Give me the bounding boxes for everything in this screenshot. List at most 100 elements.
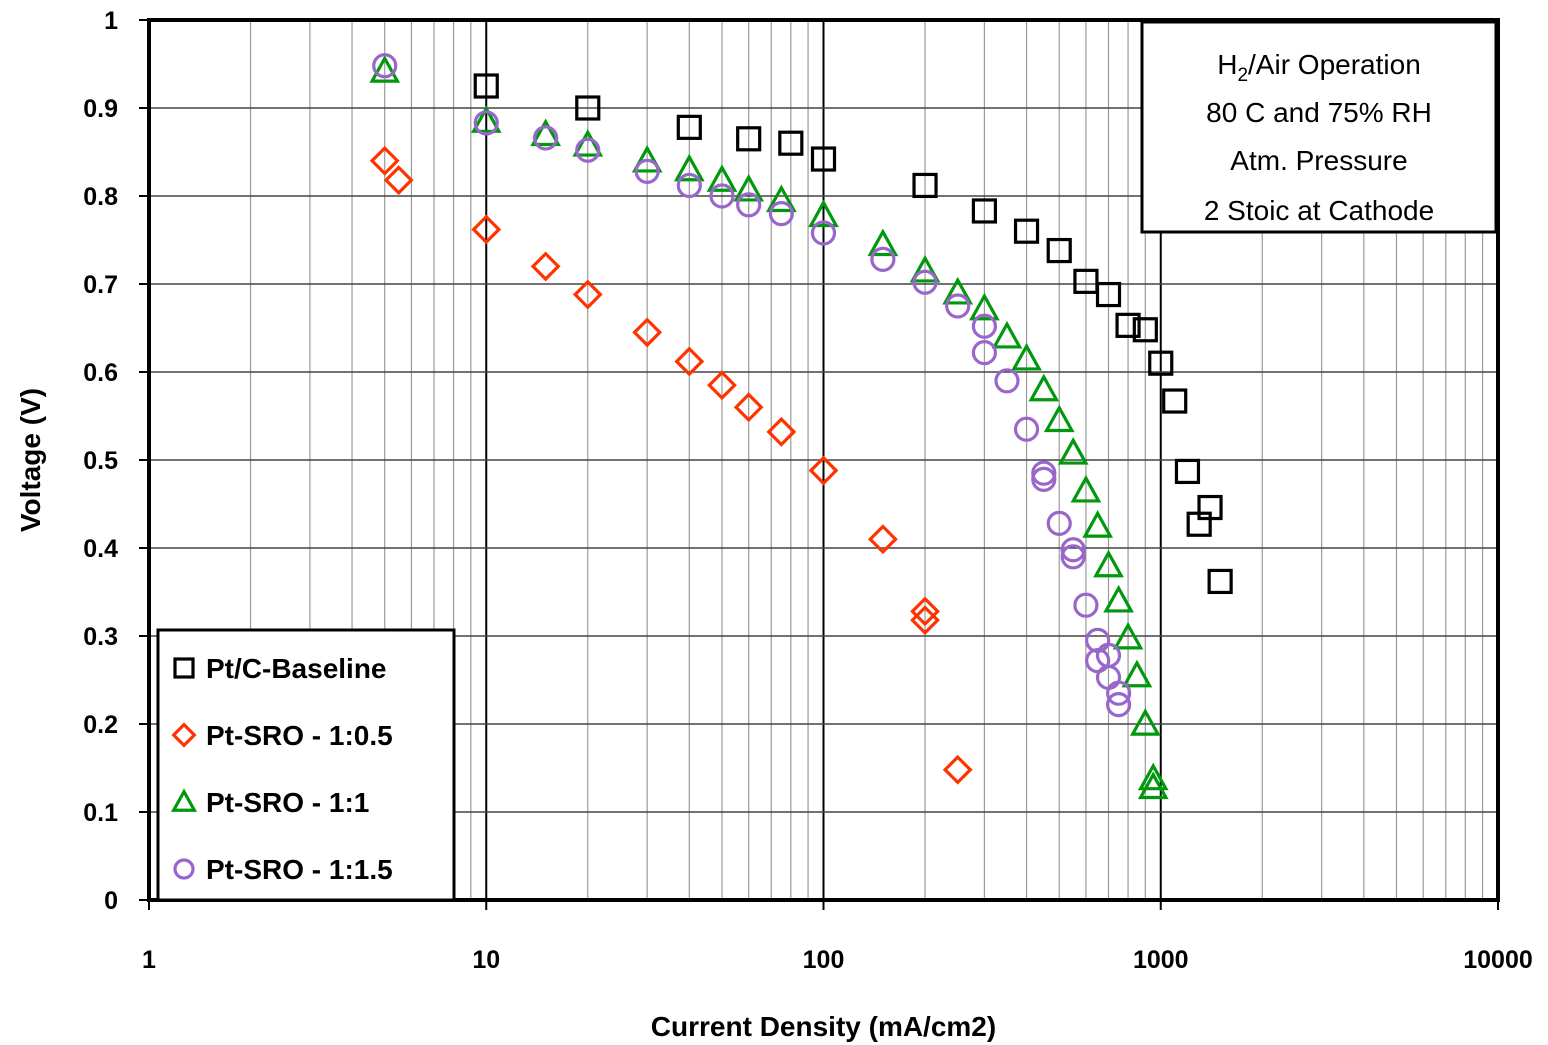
x-tick-label: 1 [142, 946, 156, 974]
data-point-triangle [1057, 437, 1089, 465]
data-point-triangle [1043, 404, 1075, 433]
data-point-circle [1060, 537, 1086, 563]
data-point-diamond [572, 279, 603, 310]
y-tick-label: 0.2 [83, 711, 118, 739]
data-point-square [778, 130, 804, 156]
data-point-diamond [733, 392, 764, 423]
legend-marker-circle [173, 858, 195, 880]
x-tick-label: 100 [803, 946, 845, 974]
data-point-circle [1106, 692, 1132, 718]
data-point-square [736, 126, 762, 152]
data-point-triangle [867, 228, 899, 257]
data-point-square [1132, 317, 1158, 343]
data-point-triangle [631, 144, 663, 173]
data-point-square [810, 146, 837, 172]
data-point-circle [736, 192, 762, 218]
data-point-diamond [707, 370, 737, 401]
data-point-square [473, 73, 499, 99]
data-point-square [1046, 237, 1072, 264]
legend: Pt/C-Baseline Pt-SRO - 1:0.5 Pt-SRO - 1:1 P… [156, 628, 456, 902]
data-point-square [575, 95, 601, 121]
data-points [369, 53, 1233, 800]
data-point-circle [676, 172, 702, 199]
y-tick-label: 0.6 [83, 359, 118, 387]
data-point-triangle [808, 199, 839, 228]
data-point-square [971, 198, 998, 224]
data-point-diamond [383, 165, 414, 196]
data-point-circle [709, 183, 735, 209]
y-tick-label: 1 [104, 7, 118, 35]
data-point-triangle [530, 118, 562, 147]
data-point-triangle [909, 254, 941, 283]
y-tick-label: 0.3 [83, 623, 118, 651]
data-point-circle [634, 158, 660, 184]
data-point-diamond [910, 596, 940, 627]
data-point-triangle [1137, 762, 1169, 791]
annotation-line-stoichiometry: 2 Stoic at Cathode [1204, 195, 1434, 226]
data-point-diamond [867, 524, 898, 555]
data-point-circle [994, 368, 1020, 394]
legend-box [156, 628, 456, 902]
data-point-circle [1106, 680, 1132, 706]
data-point-circle [372, 53, 398, 79]
data-point-triangle [991, 320, 1023, 349]
data-point-triangle [369, 55, 401, 83]
data-point-diamond [632, 317, 663, 348]
annotation-line-gas: H2/Air Operation [1217, 49, 1421, 86]
data-point-triangle [733, 173, 765, 202]
data-point-triangle [673, 153, 705, 182]
data-point-square [912, 172, 938, 199]
y-tick-label: 0 [104, 887, 118, 915]
conditions-box [1140, 20, 1498, 234]
grid-lines [139, 19, 1499, 910]
data-point-diamond [942, 754, 973, 785]
annotation-line-pressure: Atm. Pressure [1230, 145, 1407, 176]
data-point-triangle [1137, 771, 1169, 800]
data-point-triangle [1129, 708, 1161, 736]
data-point-triangle [765, 184, 797, 213]
data-point-circle [1031, 460, 1057, 486]
legend-marker-triangle [170, 788, 198, 812]
data-point-triangle [942, 276, 974, 305]
x-axis-title: Current Density (mA/cm2) [651, 1011, 996, 1042]
legend-label: Pt/C-Baseline [206, 653, 387, 684]
conditions-annotation: H2/Air Operation 80 C and 75% RH Atm. Pr… [1140, 20, 1498, 234]
data-point-triangle [1103, 584, 1134, 613]
data-point-circle [1013, 416, 1040, 442]
y-tick-label: 0.5 [83, 447, 118, 475]
data-point-triangle [706, 164, 738, 192]
data-point-square [1207, 568, 1233, 595]
data-point-square [676, 114, 702, 140]
x-tick-label: 10 [472, 946, 500, 974]
y-tick-label: 0.8 [83, 183, 118, 211]
x-tick-label: 1000 [1133, 946, 1189, 974]
data-point-triangle [1121, 659, 1153, 688]
data-point-circle [870, 246, 896, 272]
x-tick-label: 10000 [1463, 946, 1533, 974]
data-point-diamond [530, 251, 561, 282]
data-point-square [1148, 350, 1174, 376]
y-tick-label: 0.7 [83, 271, 118, 299]
plot-frame [147, 18, 1500, 902]
data-point-square [1013, 218, 1040, 244]
data-point-square [1197, 494, 1223, 521]
legend-label: Pt-SRO - 1:0.5 [206, 720, 393, 751]
data-point-circle [1046, 510, 1072, 536]
data-point-square [1162, 388, 1188, 414]
tick-labels: 1 10 100 1000 10000 0 0.1 0.2 0.3 0.4 0.5 0.6 0.7 0.8… [83, 7, 1533, 974]
data-point-diamond [766, 416, 797, 447]
data-point-square [1174, 458, 1201, 485]
data-point-circle [575, 137, 601, 163]
legend-label: Pt-SRO - 1:1 [206, 787, 369, 818]
data-point-circle [533, 125, 559, 151]
data-point-triangle [470, 105, 502, 133]
data-point-square [1073, 268, 1099, 294]
data-point-triangle [1028, 373, 1060, 402]
y-tick-label: 0.1 [83, 799, 118, 827]
data-point-circle [945, 293, 971, 319]
data-point-diamond [808, 455, 839, 486]
y-tick-label: 0.4 [83, 535, 118, 563]
data-point-triangle [1011, 342, 1042, 371]
data-point-diamond [910, 605, 940, 636]
